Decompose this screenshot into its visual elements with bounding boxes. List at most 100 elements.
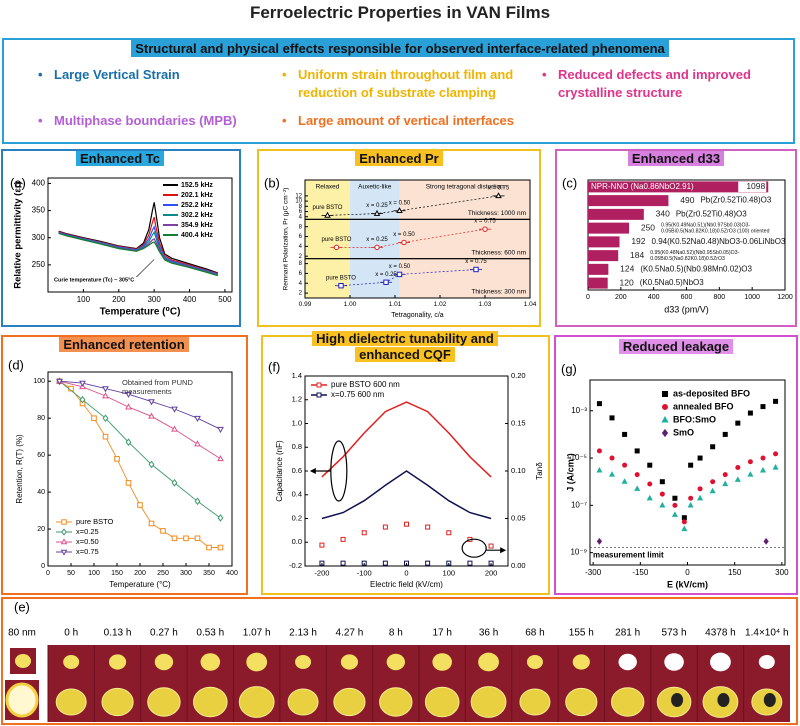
marker [672, 495, 678, 501]
marker [622, 431, 628, 437]
marker [634, 485, 641, 491]
bar [588, 195, 669, 207]
category-label: NPR-NNO (Na0.86NbO2.91) [591, 182, 694, 191]
x-tick-label: 250 [157, 570, 169, 577]
marker [647, 462, 653, 468]
point-label: pure BSTO [322, 237, 352, 243]
value-box [630, 222, 659, 234]
marker [760, 404, 766, 410]
x-tick-label: 500 [218, 295, 232, 304]
y-tick-label: 20 [37, 526, 45, 533]
value-label: 250 [641, 222, 655, 232]
x-tick-label: 300 [180, 570, 192, 577]
marker [194, 535, 201, 542]
y-tick-label: 0.4 [292, 490, 302, 499]
y-tick-label: 1.0 [292, 418, 302, 427]
value-label: 1098 [746, 181, 765, 191]
marker [194, 497, 201, 506]
y-tick-label: 0.2 [292, 513, 302, 522]
x-axis-label: Temperature (⁰C) [100, 307, 181, 318]
marker [425, 524, 431, 530]
marker [760, 455, 766, 461]
category-label: 0.05Bi0.5(Na0.82K0.18)0.5ZrO3 (100) orie… [661, 229, 770, 235]
trend-line [336, 228, 486, 248]
marker [697, 494, 704, 501]
bar [588, 250, 619, 262]
panel-title: Enhanced retention [59, 337, 189, 352]
category-label: 0.95(K0.48Na0.52)(Nb0.95Sb0.05)O3- [650, 250, 739, 256]
image-blob [246, 652, 268, 672]
y-tick-label: 100 [33, 378, 45, 385]
marker [217, 544, 224, 551]
marker [722, 480, 729, 487]
value-label: 490 [680, 195, 694, 205]
marker [734, 476, 741, 482]
panel-title-row: Enhanced Pr [319, 151, 479, 167]
marker [722, 431, 728, 437]
thickness-note: Thickness: 300 nm [471, 289, 526, 296]
x-tick-label: 200 [112, 295, 126, 304]
point-label: x = 0.50 [389, 264, 411, 270]
y-tick-label: 2 [299, 254, 303, 260]
marker [171, 425, 178, 432]
y-tick-label: 6 [299, 209, 303, 215]
marker [697, 486, 703, 492]
marker [662, 404, 668, 410]
marker [596, 448, 602, 454]
marker [102, 433, 109, 440]
marker [659, 501, 666, 508]
bar [588, 222, 630, 234]
y-tick-label: 8 [299, 224, 303, 230]
legend-label: 152.5 kHz [181, 182, 213, 189]
x-axis-label: d33 (pm/V) [664, 304, 709, 314]
marker [425, 560, 431, 566]
category-label: Pb(Zr0.52Ti0.48)O3 [676, 209, 747, 218]
value-box [619, 250, 648, 261]
point-label: pure BSTO [326, 275, 356, 281]
y-tick-label: 10⁻³ [571, 406, 587, 415]
marker [382, 524, 388, 530]
time-label: 155 h [569, 628, 594, 639]
image-blob [101, 687, 134, 717]
marker [148, 460, 155, 469]
value-box [738, 181, 767, 193]
bar [588, 236, 620, 248]
marker [404, 521, 409, 527]
point-label: x = 0.25 [366, 203, 388, 209]
marker [319, 560, 325, 566]
image-blob [108, 654, 127, 670]
panel-title: Reduced leakage [618, 339, 734, 354]
marker [446, 560, 452, 566]
marker [316, 382, 322, 388]
x-tick-label: 400 [183, 295, 197, 304]
panel-title-row: Reduced leakage [596, 339, 756, 355]
y-tick-label: 6 [299, 271, 303, 277]
marker [488, 560, 494, 566]
legend-label: as-deposited BFO [673, 388, 750, 398]
point-label: pure BSTO [313, 205, 343, 211]
image-blob [618, 653, 637, 671]
marker [125, 403, 132, 410]
image-blob [5, 682, 39, 718]
marker [160, 528, 166, 534]
image-blob [386, 653, 406, 671]
region-label: Strong tetragonal distortion [426, 184, 504, 191]
y-tick-label: 10 [295, 199, 302, 205]
y-tick-label: 60 [37, 452, 45, 459]
time-label: 573 h [662, 628, 687, 639]
y-tick-label: 1.4 [292, 371, 302, 380]
image-blob [432, 653, 452, 671]
x-tick-label: 1.02 [434, 301, 447, 308]
marker [361, 530, 367, 536]
y-tick-label: 4 [299, 244, 303, 250]
bar [588, 208, 644, 220]
panel-box [555, 149, 797, 327]
series-line [59, 380, 221, 519]
time-label: 17 h [432, 628, 451, 639]
legend-label: 400.4 kHz [181, 232, 213, 239]
image-blob [610, 687, 645, 717]
annotation-ellipse [461, 538, 487, 558]
value-label: 192 [631, 236, 645, 246]
marker [773, 451, 779, 457]
